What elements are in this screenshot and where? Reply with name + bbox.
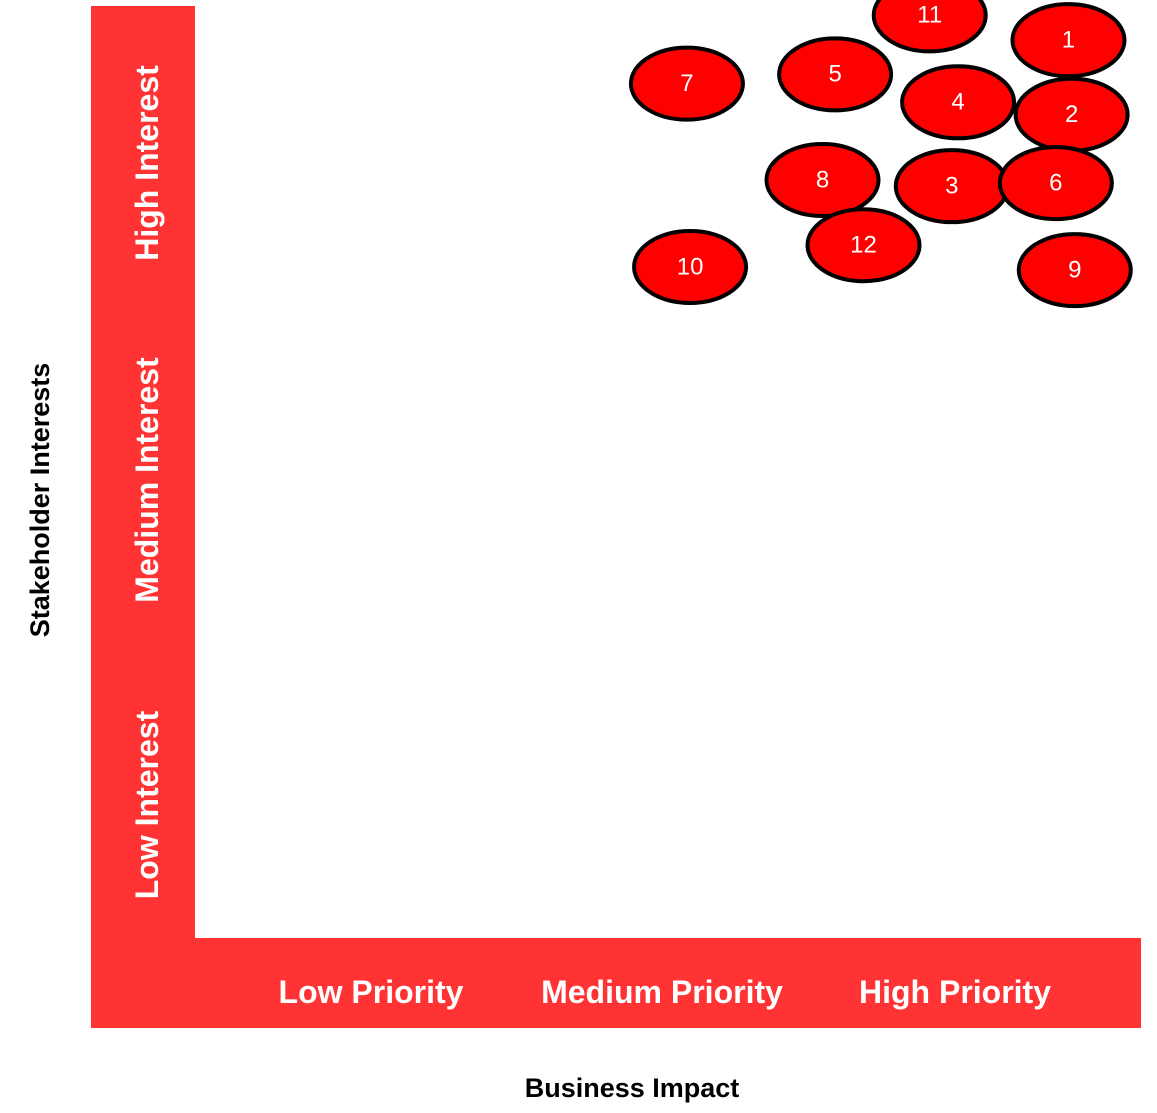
data-point-3: 3	[893, 148, 1010, 225]
data-point-8: 8	[764, 141, 881, 218]
bubble-marker	[764, 141, 881, 218]
bubble-label: 8	[816, 166, 829, 193]
y-category-labels: Low Interest Medium Interest High Interest	[129, 65, 165, 899]
x-category-label: Medium Priority	[541, 974, 783, 1010]
data-point-1: 1	[1010, 2, 1127, 79]
data-point-4: 4	[900, 64, 1017, 141]
bubble-label: 3	[945, 173, 958, 200]
bubble-marker	[1010, 2, 1127, 79]
x-category-labels: Low Priority Medium Priority High Priority	[279, 974, 1052, 1010]
x-category-label: Low Priority	[279, 974, 464, 1010]
bubble-marker	[777, 36, 894, 113]
bubble-marker	[997, 145, 1114, 222]
data-point-5: 5	[777, 36, 894, 113]
y-category-label: Medium Interest	[129, 357, 165, 603]
bubble-label: 10	[677, 253, 704, 280]
bubble-marker	[900, 64, 1017, 141]
data-point-9: 9	[1016, 232, 1133, 309]
x-axis-band	[91, 938, 1141, 1028]
y-axis-band	[91, 6, 195, 1028]
data-point-12: 12	[805, 207, 922, 284]
data-point-2: 2	[1013, 76, 1130, 153]
bubble-label: 6	[1049, 169, 1062, 196]
bubble-label: 2	[1065, 101, 1078, 128]
y-axis-title: Stakeholder Interests	[25, 363, 55, 638]
data-point-7: 7	[628, 45, 745, 122]
y-category-label: Low Interest	[129, 710, 165, 899]
bubble-marker	[871, 0, 988, 54]
data-point-6: 6	[997, 145, 1114, 222]
bubble-marker	[632, 228, 749, 305]
bubble-label: 12	[850, 232, 877, 259]
bubble-label: 1	[1062, 27, 1075, 54]
x-axis-title: Business Impact	[525, 1073, 740, 1103]
bubble-label: 4	[951, 89, 964, 116]
bubble-marker	[628, 45, 745, 122]
bubble-label: 5	[828, 61, 841, 88]
x-category-label: High Priority	[859, 974, 1051, 1010]
bubble-label: 11	[917, 2, 942, 29]
bubble-marker	[805, 207, 922, 284]
bubble-label: 7	[680, 70, 693, 97]
bubble-label: 9	[1068, 256, 1081, 283]
y-category-label: High Interest	[129, 65, 165, 261]
data-point-10: 10	[632, 228, 749, 305]
bubble-marker	[1016, 232, 1133, 309]
data-point-11: 11	[871, 0, 988, 54]
